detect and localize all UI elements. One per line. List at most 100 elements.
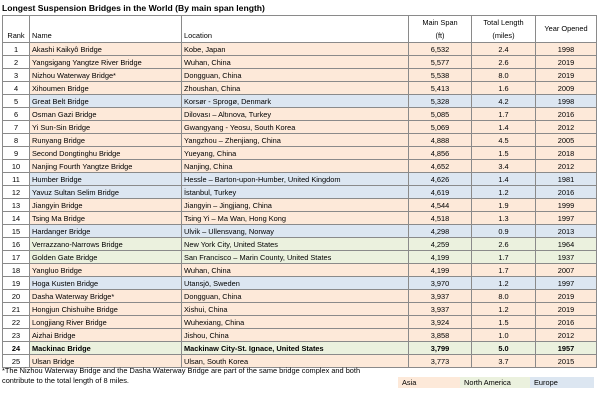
cell-total-length: 1.3 [471, 211, 536, 225]
header-total-length-unit: (miles) [471, 29, 536, 43]
cell-rank: 24 [2, 341, 30, 355]
cell-rank: 9 [2, 146, 30, 160]
cell-main-span: 4,544 [408, 198, 472, 212]
region-legend: Asia North America Europe [398, 377, 594, 388]
cell-year-opened: 1999 [535, 198, 597, 212]
cell-total-length: 1.7 [471, 250, 536, 264]
cell-total-length: 0.9 [471, 224, 536, 238]
cell-location: Tsing Yi – Ma Wan, Hong Kong [181, 211, 409, 225]
cell-year-opened: 2019 [535, 68, 597, 82]
table-row: 19 Hoga Kusten Bridge Utansjö, Sweden 3,970… [2, 276, 597, 290]
cell-total-length: 2.6 [471, 237, 536, 251]
cell-rank: 12 [2, 185, 30, 199]
cell-year-opened: 1997 [535, 211, 597, 225]
cell-location: Dongguan, China [181, 68, 409, 82]
cell-rank: 3 [2, 68, 30, 82]
cell-name: Nizhou Waterway Bridge* [29, 68, 182, 82]
cell-name: Runyang Bridge [29, 133, 182, 147]
cell-rank: 10 [2, 159, 30, 173]
cell-year-opened: 1997 [535, 276, 597, 290]
cell-main-span: 4,626 [408, 172, 472, 186]
footnote-line-1: *The Nizhou Waterway Bridge and the Dash… [2, 366, 361, 375]
cell-main-span: 5,577 [408, 55, 472, 69]
cell-total-length: 8.0 [471, 68, 536, 82]
cell-year-opened: 2016 [535, 315, 597, 329]
cell-name: Hardanger Bridge [29, 224, 182, 238]
cell-total-length: 1.5 [471, 315, 536, 329]
page-title: Longest Suspension Bridges in the World … [2, 3, 265, 13]
cell-name: Humber Bridge [29, 172, 182, 186]
legend-north-america: North America [460, 377, 530, 388]
cell-total-length: 1.7 [471, 107, 536, 121]
cell-main-span: 3,937 [408, 289, 472, 303]
cell-name: Tsing Ma Bridge [29, 211, 182, 225]
cell-name: Dasha Waterway Bridge* [29, 289, 182, 303]
cell-rank: 5 [2, 94, 30, 108]
table-header: Main Span Total Length Rank Name Locatio… [2, 15, 597, 43]
cell-location: Dilovası – Altınova, Turkey [181, 107, 409, 121]
cell-total-length: 1.9 [471, 198, 536, 212]
cell-main-span: 4,259 [408, 237, 472, 251]
cell-main-span: 3,937 [408, 302, 472, 316]
cell-location: Xishui, China [181, 302, 409, 316]
cell-total-length: 3.7 [471, 354, 536, 368]
table-row: 3 Nizhou Waterway Bridge* Dongguan, China 5… [2, 68, 597, 82]
cell-name: Mackinac Bridge [29, 341, 182, 355]
footnote: *The Nizhou Waterway Bridge and the Dash… [2, 366, 398, 386]
cell-location: Ulvik – Ullensvang, Norway [181, 224, 409, 238]
table-row: 7 Yi Sun-Sin Bridge Gwangyang - Yeosu, Sou… [2, 120, 597, 134]
cell-rank: 2 [2, 55, 30, 69]
cell-total-length: 1.2 [471, 276, 536, 290]
cell-location: Utansjö, Sweden [181, 276, 409, 290]
cell-location: Wuhan, China [181, 263, 409, 277]
cell-main-span: 5,085 [408, 107, 472, 121]
cell-year-opened: 2018 [535, 146, 597, 160]
table-row: 9 Second Dongtinghu Bridge Yueyang, China 4… [2, 146, 597, 160]
cell-name: Verrazzano-Narrows Bridge [29, 237, 182, 251]
cell-main-span: 6,532 [408, 42, 472, 56]
cell-rank: 13 [2, 198, 30, 212]
cell-main-span: 4,888 [408, 133, 472, 147]
table-row: 14 Tsing Ma Bridge Tsing Yi – Ma Wan, Hong… [2, 211, 597, 225]
cell-location: Wuhan, China [181, 55, 409, 69]
cell-main-span: 4,199 [408, 250, 472, 264]
cell-year-opened: 1981 [535, 172, 597, 186]
cell-total-length: 1.5 [471, 146, 536, 160]
header-name-blank [29, 15, 182, 29]
cell-total-length: 4.5 [471, 133, 536, 147]
cell-location: Zhoushan, China [181, 81, 409, 95]
cell-name: Jiangyin Bridge [29, 198, 182, 212]
cell-year-opened: 2012 [535, 328, 597, 342]
cell-main-span: 3,924 [408, 315, 472, 329]
cell-name: Great Belt Bridge [29, 94, 182, 108]
cell-total-length: 1.6 [471, 81, 536, 95]
cell-location: Mackinaw City-St. Ignace, United States [181, 341, 409, 355]
header-location-blank [181, 15, 409, 29]
header-rank-blank [2, 15, 30, 29]
cell-main-span: 4,199 [408, 263, 472, 277]
cell-main-span: 4,652 [408, 159, 472, 173]
table-row: 24 Mackinac Bridge Mackinaw City-St. Ignac… [2, 341, 597, 355]
cell-rank: 20 [2, 289, 30, 303]
cell-total-length: 8.0 [471, 289, 536, 303]
cell-main-span: 5,413 [408, 81, 472, 95]
cell-rank: 25 [2, 354, 30, 368]
table-row: 12 Yavuz Sultan Selim Bridge İstanbul, Tur… [2, 185, 597, 199]
cell-rank: 7 [2, 120, 30, 134]
cell-location: Ulsan, South Korea [181, 354, 409, 368]
table-row: 1 Akashi Kaikyô Bridge Kobe, Japan 6,532 2.4… [2, 42, 597, 56]
cell-year-opened: 1964 [535, 237, 597, 251]
table-row: 5 Great Belt Bridge Korsør - Sprogø, Denma… [2, 94, 597, 108]
cell-year-opened: 2013 [535, 224, 597, 238]
cell-main-span: 4,856 [408, 146, 472, 160]
cell-name: Yi Sun-Sin Bridge [29, 120, 182, 134]
cell-year-opened: 2019 [535, 302, 597, 316]
cell-year-opened: 1957 [535, 341, 597, 355]
cell-name: Yavuz Sultan Selim Bridge [29, 185, 182, 199]
cell-name: Ulsan Bridge [29, 354, 182, 368]
cell-main-span: 5,069 [408, 120, 472, 134]
cell-rank: 19 [2, 276, 30, 290]
cell-main-span: 4,619 [408, 185, 472, 199]
table-body: 1 Akashi Kaikyô Bridge Kobe, Japan 6,532 2.4… [2, 42, 597, 368]
cell-location: Gwangyang - Yeosu, South Korea [181, 120, 409, 134]
